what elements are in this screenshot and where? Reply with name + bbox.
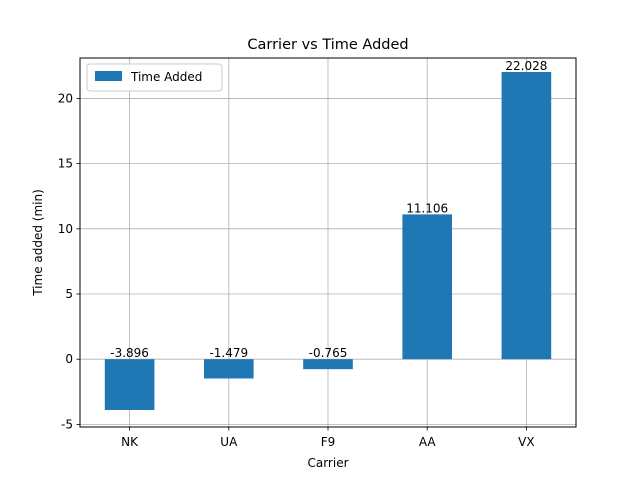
data-labels: -3.896 -1.479 -0.765 11.106 22.028 [110, 59, 547, 360]
y-tick-label: 10 [58, 222, 73, 236]
x-tick-label: UA [220, 435, 238, 449]
x-tick-label: AA [419, 435, 437, 449]
y-tick-label: 15 [58, 157, 73, 171]
bar-value-label: 22.028 [505, 59, 547, 73]
legend: Time Added [86, 63, 223, 92]
x-axis-label: Carrier [307, 456, 348, 470]
bar-value-label: -1.479 [209, 346, 248, 360]
ticks: -5 0 5 10 15 20 NK UA F9 AA VX [58, 91, 535, 449]
y-tick-label: 20 [58, 91, 73, 105]
bars [104, 71, 552, 410]
y-tick-label: 5 [65, 287, 73, 301]
bar [402, 214, 452, 360]
bar-value-label: 11.106 [406, 201, 448, 215]
chart-title: Carrier vs Time Added [247, 37, 408, 53]
y-axis-label: Time added (min) [31, 189, 45, 297]
legend-box [86, 63, 223, 92]
y-tick-label: -5 [61, 417, 73, 431]
y-tick-label: 0 [65, 352, 73, 366]
x-tick-label: F9 [321, 435, 336, 449]
bar-value-label: -0.765 [309, 346, 348, 360]
x-tick-label: NK [121, 435, 139, 449]
bar [104, 359, 155, 410]
legend-swatch [95, 71, 122, 81]
bar [303, 359, 353, 370]
bar [501, 71, 552, 360]
legend-label: Time Added [130, 70, 202, 84]
bar-value-label: -3.896 [110, 346, 149, 360]
x-tick-label: VX [518, 435, 534, 449]
bar [204, 359, 254, 379]
